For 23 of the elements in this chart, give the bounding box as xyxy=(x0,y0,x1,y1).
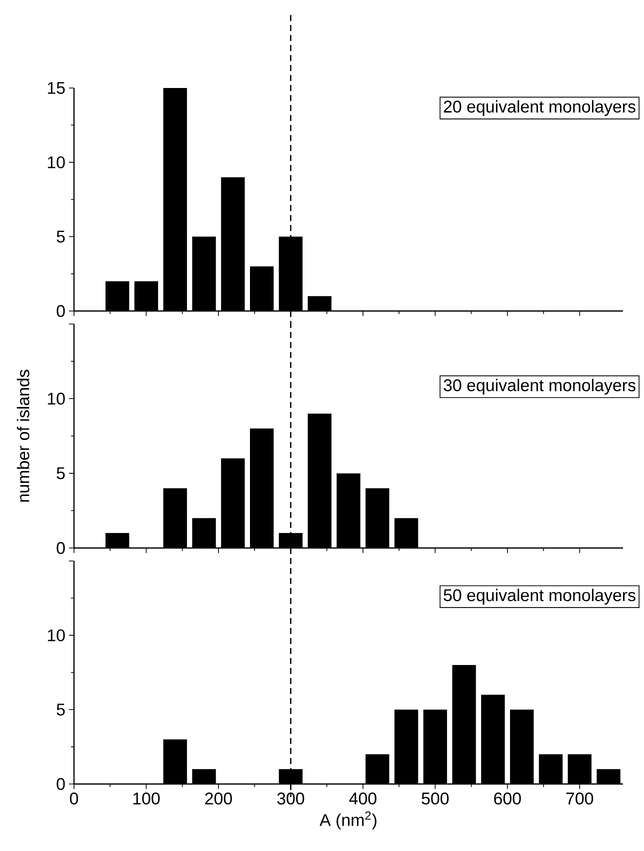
y-tick-label: 10 xyxy=(48,156,65,168)
y-tick-label: 5 xyxy=(56,230,65,243)
y-tick-label: 0 xyxy=(56,542,65,554)
x-axis-title: A (nm$^{2}$) xyxy=(320,811,376,830)
y-tick-label: 0 xyxy=(56,778,65,790)
y-tick-label: 0 xyxy=(56,304,65,317)
y-tick-label: 5 xyxy=(56,467,65,480)
x-tick-label: 200 xyxy=(205,792,232,805)
x-tick-label: 400 xyxy=(349,792,376,805)
annotation: 50 equivalent monolayers xyxy=(444,588,636,605)
y-tick-label: 15 xyxy=(48,82,65,94)
x-tick-label: 300 xyxy=(277,792,304,805)
x-tick-label: 600 xyxy=(494,792,521,805)
y-tick-label: 5 xyxy=(56,704,65,716)
x-tick-label: 500 xyxy=(422,792,449,805)
x-tick-label: 100 xyxy=(133,792,160,805)
annotation: 30 equivalent monolayers xyxy=(444,378,636,395)
x-tick-label: 0 xyxy=(70,792,78,805)
y-tick-label: 10 xyxy=(48,629,65,642)
y-tick-label: 10 xyxy=(48,392,65,405)
x-tick-label: 700 xyxy=(566,792,594,805)
y-axis-title: number of islands xyxy=(16,370,30,502)
annotation: 20 equivalent monolayers xyxy=(444,100,636,116)
